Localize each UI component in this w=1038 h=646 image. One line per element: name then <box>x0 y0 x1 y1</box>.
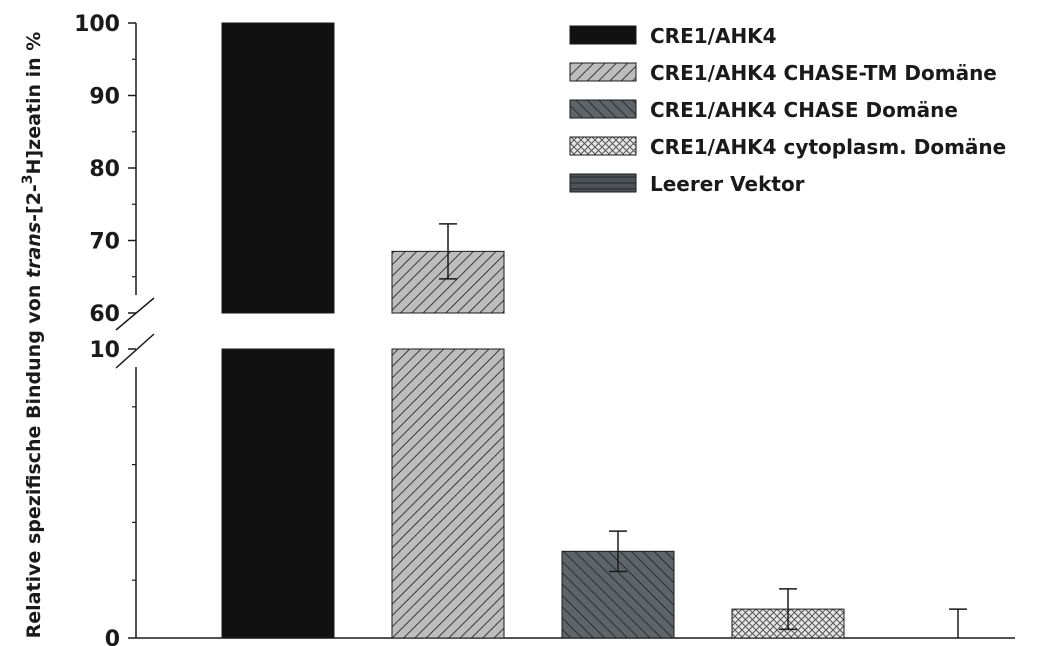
y-axis-label-mid: -[2- <box>23 184 45 222</box>
y-axis-label-italic: trans <box>23 222 45 278</box>
y-tick-label-100: 100 <box>74 12 120 37</box>
y-axis-label-suffix: H]zeatin in % <box>23 32 45 175</box>
legend-label-1: CRE1/AHK4 <box>650 24 777 48</box>
y-tick-label-70: 70 <box>89 230 120 255</box>
legend-label-4: CRE1/AHK4 cytoplasm. Domäne <box>650 135 1006 159</box>
y-axis-label: Relative spezifische Bindung von trans-[… <box>20 32 45 639</box>
legend-swatch-1 <box>569 25 637 45</box>
y-tick-label-60: 60 <box>89 302 120 327</box>
y-axis-label-prefix: Relative spezifische Bindung von <box>23 278 45 638</box>
legend-swatch-2 <box>569 62 637 82</box>
bar-2-lower <box>391 348 505 639</box>
legend-swatch-5 <box>569 173 637 193</box>
y-tick-label-0: 0 <box>105 627 120 646</box>
legend-label-3: CRE1/AHK4 CHASE Domäne <box>650 98 958 122</box>
y-tick-label-90: 90 <box>89 85 120 110</box>
axis-break-mark-lower <box>115 333 155 369</box>
y-axis-label-sup: 3 <box>20 174 36 184</box>
bar-1-lower <box>221 348 335 639</box>
bar-1-upper <box>221 22 335 314</box>
legend-swatch-3 <box>569 99 637 119</box>
y-tick-label-80: 80 <box>89 157 120 182</box>
legend-swatch-4 <box>569 136 637 156</box>
y-tick-label-10: 10 <box>89 338 120 363</box>
legend: CRE1/AHK4 CRE1/AHK4 CHASE-TM Domäne CRE1/A… <box>569 24 1006 196</box>
axis-break-mark-upper <box>115 297 155 331</box>
legend-label-2: CRE1/AHK4 CHASE-TM Domäne <box>650 61 997 85</box>
bars <box>221 22 967 639</box>
legend-label-5: Leerer Vektor <box>650 172 805 196</box>
